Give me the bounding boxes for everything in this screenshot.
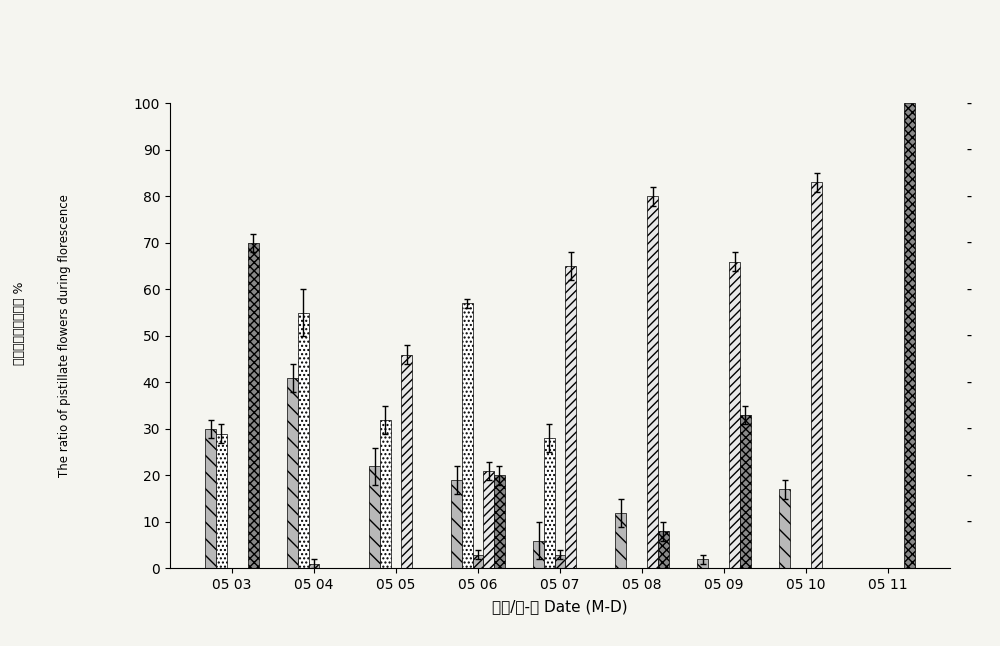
Bar [647, 196, 658, 568]
Bar [904, 103, 915, 568]
Text: -: - [957, 514, 972, 530]
Bar [615, 513, 626, 568]
Bar [369, 466, 380, 568]
Y-axis label: The ratio of pistillate flowers during florescence: The ratio of pistillate flowers during f… [58, 194, 71, 477]
Bar [451, 480, 462, 568]
Bar [473, 554, 483, 568]
X-axis label: 日期/月-日 Date (M-D): 日期/月-日 Date (M-D) [492, 599, 628, 614]
Bar [658, 531, 669, 568]
Text: -: - [957, 189, 972, 204]
Text: -: - [957, 375, 972, 390]
Bar [729, 262, 740, 568]
Bar [309, 564, 319, 568]
Bar [401, 355, 412, 568]
Bar [462, 304, 473, 568]
Bar [494, 475, 505, 568]
Bar [380, 420, 391, 568]
Text: -: - [957, 421, 972, 437]
Bar [779, 490, 790, 568]
Text: -: - [957, 235, 972, 251]
Bar [298, 313, 309, 568]
Text: -: - [957, 468, 972, 483]
Bar [811, 182, 822, 568]
Bar [287, 378, 298, 568]
Text: -: - [957, 328, 972, 344]
Bar [740, 415, 751, 568]
Bar [565, 266, 576, 568]
Text: -: - [957, 142, 972, 158]
Bar [205, 429, 216, 568]
Bar [248, 243, 259, 568]
Bar [697, 559, 708, 568]
Bar [544, 438, 555, 568]
Text: 花期雌花各状态比例 %: 花期雌花各状态比例 % [13, 281, 27, 365]
Bar [533, 541, 544, 568]
Bar [483, 471, 494, 568]
Text: -: - [957, 96, 972, 111]
Bar [555, 554, 565, 568]
Bar [216, 433, 227, 568]
Text: -: - [957, 282, 972, 297]
